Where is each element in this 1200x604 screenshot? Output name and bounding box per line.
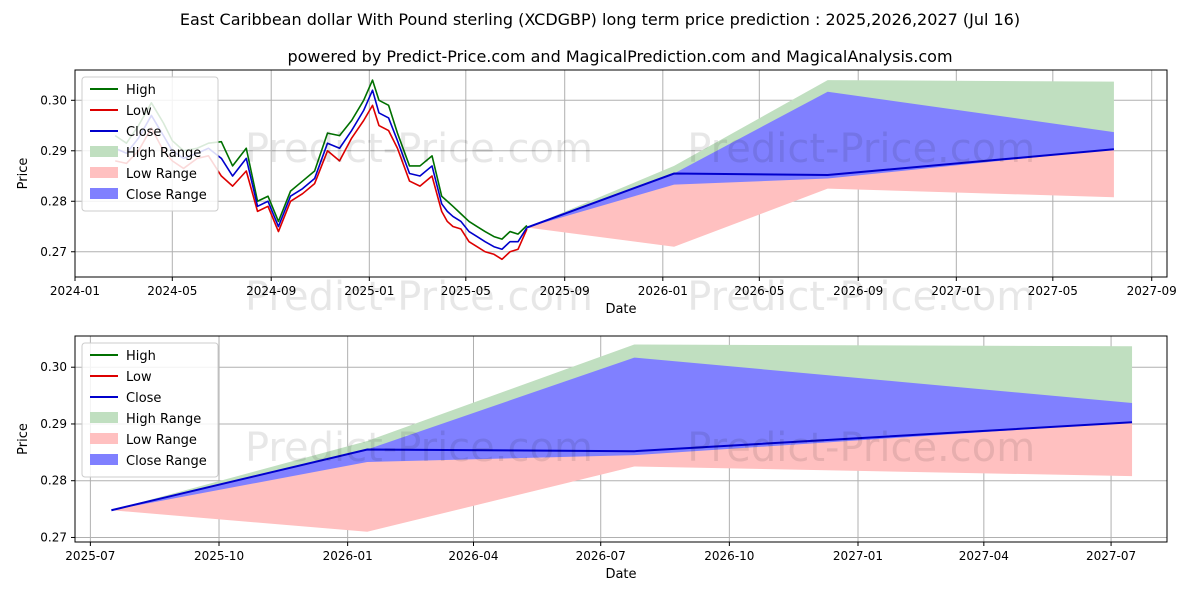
x-tick-label: 2027-04	[959, 549, 1009, 563]
close-range-band	[111, 357, 1133, 511]
legend-label: Close	[126, 125, 161, 140]
axes-frame	[74, 69, 1168, 278]
x-tick-label: 2027-07	[1086, 549, 1136, 563]
y-tick-label: 0.28	[40, 474, 67, 488]
low-range-band	[526, 149, 1114, 247]
x-tick-label: 2027-01	[833, 549, 883, 563]
x-tick-label: 2026-09	[833, 284, 883, 298]
x-tick-label: 2026-01	[323, 549, 373, 563]
y-tick-label: 0.29	[40, 144, 67, 158]
watermark: Predict-Price.com	[245, 126, 593, 172]
legend-label: Close Range	[126, 454, 207, 469]
x-axis-label: Date	[605, 302, 636, 317]
x-tick-label: 2025-01	[344, 284, 394, 298]
y-tick-label: 0.30	[40, 360, 67, 374]
y-tick-label: 0.27	[40, 530, 67, 544]
y-tick-label: 0.29	[40, 417, 67, 431]
axes-frame	[74, 335, 1168, 543]
watermark: Predict-Price.com	[245, 274, 593, 320]
legend-swatch-patch	[90, 167, 118, 178]
low-range-band	[111, 422, 1133, 532]
y-tick-label: 0.28	[40, 194, 67, 208]
legend-label: High Range	[126, 412, 201, 427]
legend-label: High Range	[126, 146, 201, 161]
chart-title: East Caribbean dollar With Pound sterlin…	[180, 10, 1020, 29]
legend-swatch-patch	[90, 433, 118, 444]
panel-zoom: 2025-07 2025-10 2026-01 2026-04 2026-07 2026-…	[16, 335, 1168, 582]
y-tick-label: 0.30	[40, 93, 67, 107]
y-axis-label: Price	[16, 423, 31, 455]
x-tick-label: 2026-10	[704, 549, 754, 563]
legend-label: Close Range	[126, 188, 207, 203]
x-tick-label: 2024-09	[246, 284, 296, 298]
x-tick-label: 2025-05	[441, 284, 491, 298]
legend-label: High	[126, 349, 156, 364]
legend-label: Low Range	[126, 433, 197, 448]
x-tick-label: 2025-10	[194, 549, 244, 563]
x-tick-label: 2025-09	[540, 284, 590, 298]
legend-swatch-patch	[90, 188, 118, 199]
x-tick-label: 2027-05	[1028, 284, 1078, 298]
watermark: Predict-Price.com	[245, 425, 593, 471]
watermark: Predict-Price.com	[687, 425, 1035, 471]
chart-subtitle: powered by Predict-Price.com and Magical…	[287, 47, 952, 66]
legend-swatch-patch	[90, 146, 118, 157]
x-tick-label: 2026-01	[638, 284, 688, 298]
x-tick-label: 2025-07	[65, 549, 115, 563]
watermark: Predict-Price.com	[687, 274, 1035, 320]
close-forecast-line	[526, 148, 1115, 229]
x-tick-label: 2027-09	[1127, 284, 1177, 298]
legend: High Low Close High Range Low Range Close Ran…	[81, 342, 219, 478]
x-tick-label: 2026-04	[448, 549, 498, 563]
x-tick-label: 2026-07	[576, 549, 626, 563]
legend-label: Close	[126, 391, 161, 406]
legend-label: Low	[126, 370, 152, 385]
legend-label: High	[126, 83, 156, 98]
x-tick-label: 2024-05	[147, 284, 197, 298]
legend-label: Low	[126, 104, 152, 119]
close-forecast-line	[111, 421, 1133, 512]
x-tick-label: 2027-01	[931, 284, 981, 298]
y-tick-label: 0.27	[40, 245, 67, 259]
x-axis-label: Date	[605, 567, 636, 582]
panel-full: 2024-01 2024-05 2024-09 2025-01 2025-05 2025-…	[16, 69, 1177, 320]
close-range-band	[526, 91, 1114, 228]
legend-swatch-patch	[90, 412, 118, 423]
y-axis-label: Price	[16, 158, 31, 190]
watermark: Predict-Price.com	[687, 126, 1035, 172]
legend: High Low Close High Range Low Range Close Ran…	[81, 76, 219, 212]
x-tick-label: 2024-01	[50, 284, 100, 298]
legend-label: Low Range	[126, 167, 197, 182]
legend-swatch-patch	[90, 454, 118, 465]
x-tick-label: 2026-05	[734, 284, 784, 298]
